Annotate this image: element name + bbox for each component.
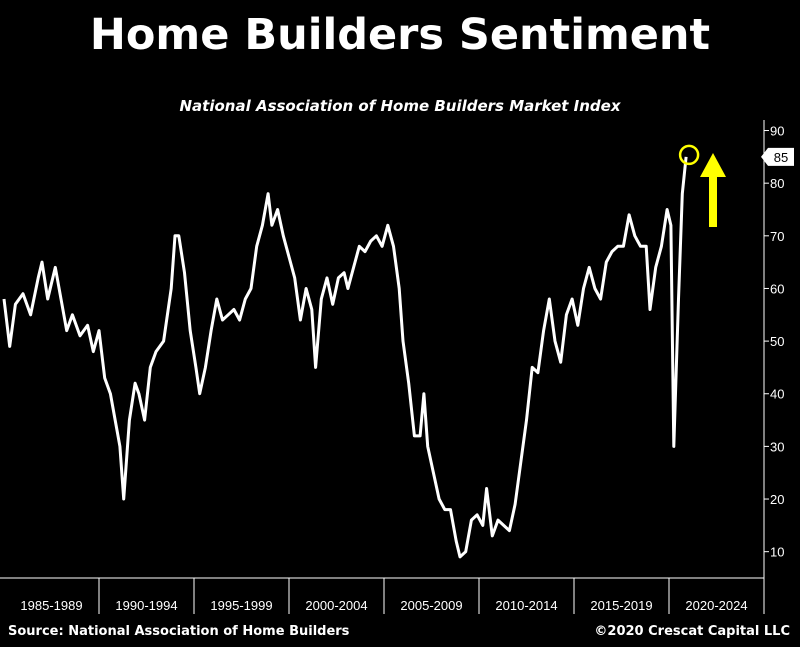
x-category-label: 1990-1994 bbox=[115, 598, 177, 613]
x-category-label: 2020-2024 bbox=[685, 598, 747, 613]
x-category-label: 1995-1999 bbox=[210, 598, 272, 613]
last-value-label: 85 bbox=[774, 150, 788, 165]
x-category-label: 1985-1989 bbox=[20, 598, 82, 613]
x-category-label: 2015-2019 bbox=[590, 598, 652, 613]
axis-group bbox=[0, 120, 765, 579]
y-tick-label: 80 bbox=[770, 176, 784, 191]
arrow-shaft bbox=[709, 175, 717, 227]
y-tick-label: 70 bbox=[770, 229, 784, 244]
series-line-market-index bbox=[2, 156, 688, 559]
x-category-group: 1985-1989 1990-1994 1995-1999 2000-2004 2005… bbox=[20, 578, 765, 614]
x-category-label: 2005-2009 bbox=[400, 598, 462, 613]
copyright-note: ©2020 Crescat Capital LLC bbox=[594, 624, 790, 639]
y-tick-label: 30 bbox=[770, 439, 784, 454]
y-tick-label: 20 bbox=[770, 492, 784, 507]
y-tick-label: 50 bbox=[770, 334, 784, 349]
chart-title: Home Builders Sentiment bbox=[89, 10, 711, 60]
y-tick-label: 90 bbox=[770, 124, 784, 139]
annotation-group: 85 bbox=[678, 144, 794, 227]
x-category-label: 2000-2004 bbox=[305, 598, 367, 613]
y-tick-label: 60 bbox=[770, 281, 784, 296]
x-category-label: 2010-2014 bbox=[495, 598, 557, 613]
arrow-head bbox=[700, 153, 726, 177]
y-tick-label: 10 bbox=[770, 545, 784, 560]
chart-subtitle: National Association of Home Builders Ma… bbox=[179, 97, 621, 115]
last-value-flag bbox=[761, 147, 794, 166]
y-tick-group: 10 20 30 40 50 60 70 80 90 bbox=[764, 124, 784, 560]
source-note: Source: National Association of Home Bui… bbox=[8, 624, 350, 639]
highlight-circle bbox=[678, 144, 700, 166]
y-tick-label: 40 bbox=[770, 387, 784, 402]
